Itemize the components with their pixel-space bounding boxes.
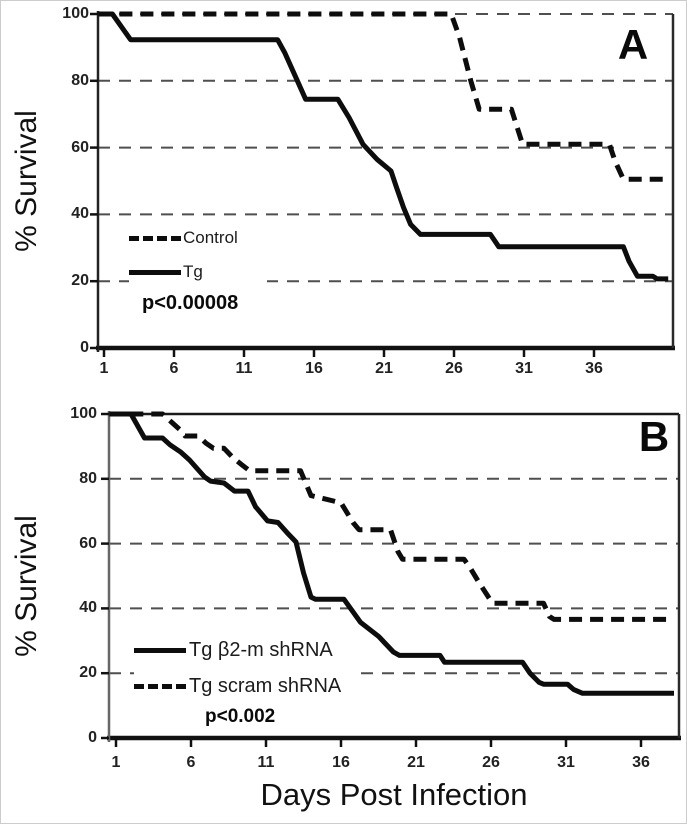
y-tick-label-20: 20	[71, 272, 89, 290]
y-tick-label-20: 20	[79, 664, 97, 682]
survival-curve-tg	[98, 11, 669, 282]
x-tick-label-31: 31	[515, 360, 533, 377]
panel-b-p-value: p<0.002	[205, 706, 276, 727]
y-tick-label-100: 100	[62, 5, 89, 22]
x-tick-label-21: 21	[407, 754, 425, 771]
x-tick-label-26: 26	[482, 754, 500, 771]
y-tick-label-100: 100	[70, 405, 97, 422]
panel-a-letter: A	[617, 21, 649, 68]
x-tick-label-26: 26	[445, 360, 463, 377]
panel-a-p-value: p<0.00008	[142, 292, 239, 314]
dashed-line-key-icon	[134, 683, 186, 689]
legend-label: Tg	[183, 262, 203, 281]
solid-line-key-icon	[129, 269, 181, 275]
x-tick-label-1: 1	[99, 360, 109, 377]
survival-curve-tg-scram-shrna	[109, 411, 674, 622]
solid-line-key-icon	[134, 647, 186, 653]
x-tick-label-6: 6	[186, 754, 196, 771]
legend-item-control: Control	[129, 228, 267, 248]
legend-label: Control	[183, 228, 238, 247]
survival-curve-control	[98, 11, 669, 182]
x-axis-title: Days Post Infection	[260, 777, 528, 812]
x-tick-label-16: 16	[332, 754, 350, 771]
dashed-line-key-icon	[129, 235, 181, 241]
panel-a-y-axis-title: % Survival	[10, 110, 43, 252]
y-tick-label-40: 40	[79, 599, 97, 617]
legend-item-tg: Tg	[129, 262, 267, 282]
y-tick-label-0: 0	[88, 729, 97, 746]
y-tick-label-60: 60	[79, 534, 97, 552]
y-tick-label-0: 0	[80, 339, 89, 356]
x-tick-label-11: 11	[235, 360, 253, 377]
legend-label: Tg scram shRNA	[189, 674, 342, 697]
legend-item-tg-scram-shrna: Tg scram shRNA	[134, 675, 360, 698]
panel-a-legend: Control Tg	[129, 221, 267, 289]
panel-b-letter: B	[638, 413, 670, 460]
x-tick-label-1: 1	[111, 754, 121, 771]
panel-b-y-axis-title: % Survival	[10, 515, 43, 657]
y-tick-label-80: 80	[71, 71, 89, 89]
x-tick-label-11: 11	[257, 754, 275, 771]
legend-label: Tg β2-m shRNA	[189, 638, 333, 661]
legend-item-tg-b2m-shrna: Tg β2-m shRNA	[134, 639, 360, 662]
x-tick-label-31: 31	[557, 754, 575, 771]
survival-curve-tg-2-m-shrna	[109, 411, 674, 696]
x-tick-label-6: 6	[169, 360, 179, 377]
y-tick-label-60: 60	[71, 138, 89, 156]
x-tick-label-36: 36	[632, 754, 650, 771]
x-tick-label-21: 21	[375, 360, 393, 377]
panel-b-legend: Tg β2-m shRNA Tg scram shRNA	[134, 632, 360, 704]
y-tick-label-40: 40	[71, 205, 89, 223]
x-tick-label-36: 36	[585, 360, 603, 377]
y-tick-label-80: 80	[79, 469, 97, 487]
x-tick-label-16: 16	[305, 360, 323, 377]
